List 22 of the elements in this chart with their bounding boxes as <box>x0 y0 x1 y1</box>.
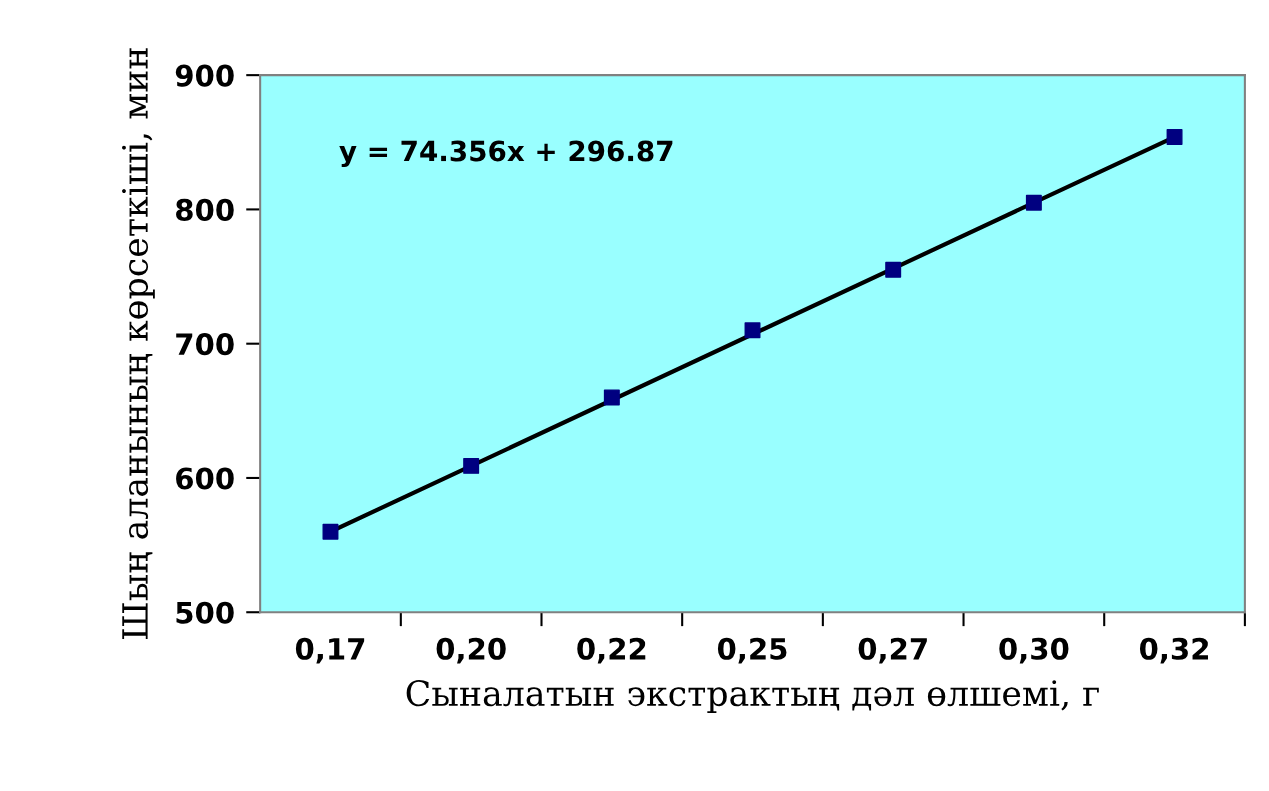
point <box>744 322 761 339</box>
y-tick-label: 900 <box>175 64 234 87</box>
x-tick-label: 0,32 <box>1139 637 1208 664</box>
point <box>603 389 620 406</box>
point <box>1166 128 1183 145</box>
x-tick-label: 0,22 <box>577 637 646 664</box>
y-tick-label: 800 <box>176 198 234 221</box>
point <box>463 457 480 474</box>
y-axis-title: Шың аланының көрсеткіші, мин <box>122 48 155 640</box>
x-axis-title: Сыналатын экстрактың дәл өлшемі, г <box>406 679 1099 713</box>
point <box>885 261 902 278</box>
x-tick-label: 0,30 <box>999 637 1069 664</box>
y-tick-label: 600 <box>176 467 234 490</box>
x-tick-label: 0,25 <box>717 637 787 664</box>
point <box>1025 194 1042 211</box>
x-tick-label: 0,20 <box>436 637 506 664</box>
x-tick-label: 0,27 <box>858 637 927 664</box>
y-tick-label: 700 <box>176 333 234 356</box>
y-tick-label: 500 <box>176 601 234 624</box>
point <box>322 523 339 540</box>
annotation: y = 74.356x + 296.87 <box>339 140 673 168</box>
x-tick-label: 0,17 <box>295 637 365 664</box>
